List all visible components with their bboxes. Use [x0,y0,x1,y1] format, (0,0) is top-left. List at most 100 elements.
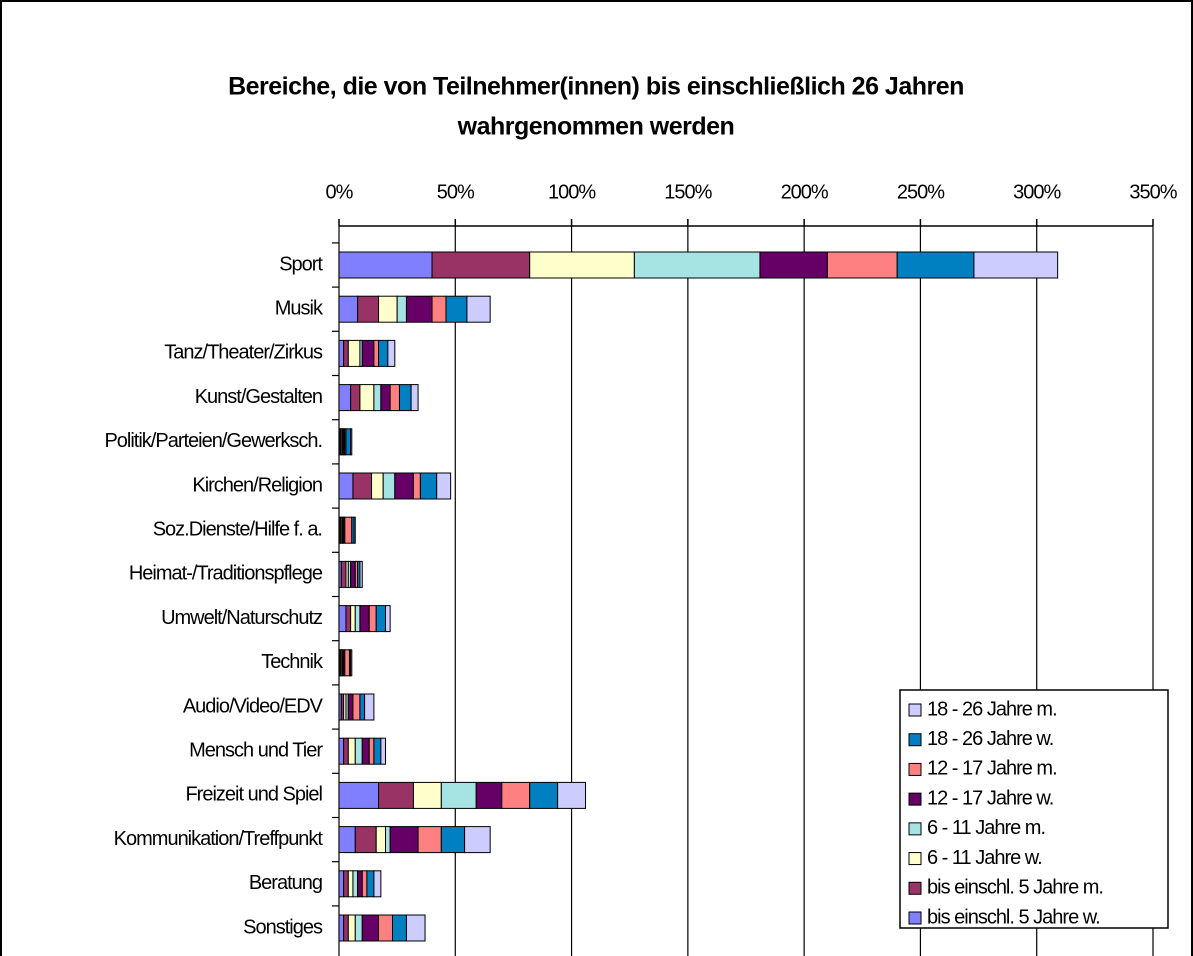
bar-segment [344,516,353,544]
bar-segment [338,605,347,633]
bar-segment [501,781,531,809]
bar-segment [389,384,400,412]
bar-segment [529,251,635,279]
bar-segment [412,781,442,809]
x-tick-label: 0% [326,181,354,203]
bar-segment [633,251,761,279]
bar-segment [359,560,363,588]
bar-segment [417,826,442,854]
y-tick-label: Tanz/Theater/Zirkus [164,342,323,364]
bar-segment [378,339,389,367]
y-tick-label: Audio/Video/EDV [183,695,324,717]
y-tick-label: Umwelt/Naturschutz [161,607,322,629]
y-tick-label: Heimat-/Traditionspflege [129,563,323,585]
bar-segment [353,516,356,544]
bar-segment [378,295,398,323]
bar-segment [338,737,345,765]
y-tick-label: Technik [261,651,324,673]
bar-segment [359,384,375,412]
bar-segment [343,339,349,367]
bar-segment [347,339,361,367]
bar-segment [350,428,353,456]
bar-segment [361,914,380,942]
bar-segment [344,649,350,677]
legend-swatch [908,703,922,717]
bar-segment [352,472,373,500]
legend-swatch [908,911,922,925]
y-tick-label: Musik [275,297,324,319]
x-tick-label: 350% [1129,181,1177,203]
bar-segment [373,737,382,765]
bar-segment [475,781,503,809]
x-tick-label: 250% [897,181,945,203]
bar-segment [405,914,426,942]
bar-segment [368,737,375,765]
bar-segment [398,384,412,412]
bar-segment [431,251,531,279]
legend-label: 6 - 11 Jahre m. [927,817,1045,839]
bar-segment [354,826,377,854]
bar-segment [896,251,975,279]
y-tick-label: Sonstiges [243,916,323,938]
legend-swatch [908,881,922,895]
bar-segment [378,914,393,942]
bar-segment [396,295,407,323]
y-tick-label: Kunst/Gestalten [195,386,322,408]
bar-segment [352,693,361,721]
bar-segment [373,384,382,412]
bar-segment [354,914,363,942]
bar-segment [759,251,828,279]
bar-segment [340,560,347,588]
bar-segment [338,295,359,323]
bar-segment [361,737,370,765]
bar-segment [343,914,349,942]
bar-segment [354,605,361,633]
x-tick-label: 150% [664,181,712,203]
bar-segment [364,693,375,721]
bar-segment [361,870,368,898]
x-tick-label: 200% [781,181,829,203]
bar-segment [394,472,414,500]
bar-segment [405,295,433,323]
bar-segment [440,781,477,809]
bar-segment [436,472,452,500]
bar-segment [826,251,898,279]
legend-swatch [908,852,922,866]
bar-segment [375,605,387,633]
legend-label: 18 - 26 Jahre w. [927,728,1053,750]
legend-swatch [908,733,922,747]
bar-segment [338,870,345,898]
bar-segment [973,251,1059,279]
bar-segment [357,870,363,898]
legend [899,689,1169,929]
bar-segment [343,870,349,898]
bar-segment [345,605,352,633]
bar-segment [529,781,559,809]
legend-label: 12 - 17 Jahre w. [927,787,1053,809]
bar-segment [385,605,391,633]
bar-segment [380,384,391,412]
bar-segment [338,914,345,942]
bar-segment [350,605,356,633]
legend-swatch [908,762,922,776]
bar-segment [382,472,396,500]
bar-segment [338,339,345,367]
bar-segment [466,295,491,323]
bar-segment [385,826,391,854]
chart-title: Bereiche, die von Teilnehmer(innen) bis … [228,73,964,101]
x-tick-label: 50% [437,181,475,203]
bar-segment [419,472,438,500]
bar-segment [350,649,353,677]
bar-segment [357,295,380,323]
bar-segment [352,870,359,898]
bar-segment [354,737,363,765]
bar-segment [368,605,377,633]
y-tick-label: Freizeit und Spiel [185,784,322,806]
legend-label: 18 - 26 Jahre m. [927,698,1057,720]
bar-segment [371,472,384,500]
bar-segment [389,826,419,854]
bar-segment [347,737,356,765]
y-tick-label: Sport [279,253,323,275]
bar-segment [464,826,491,854]
